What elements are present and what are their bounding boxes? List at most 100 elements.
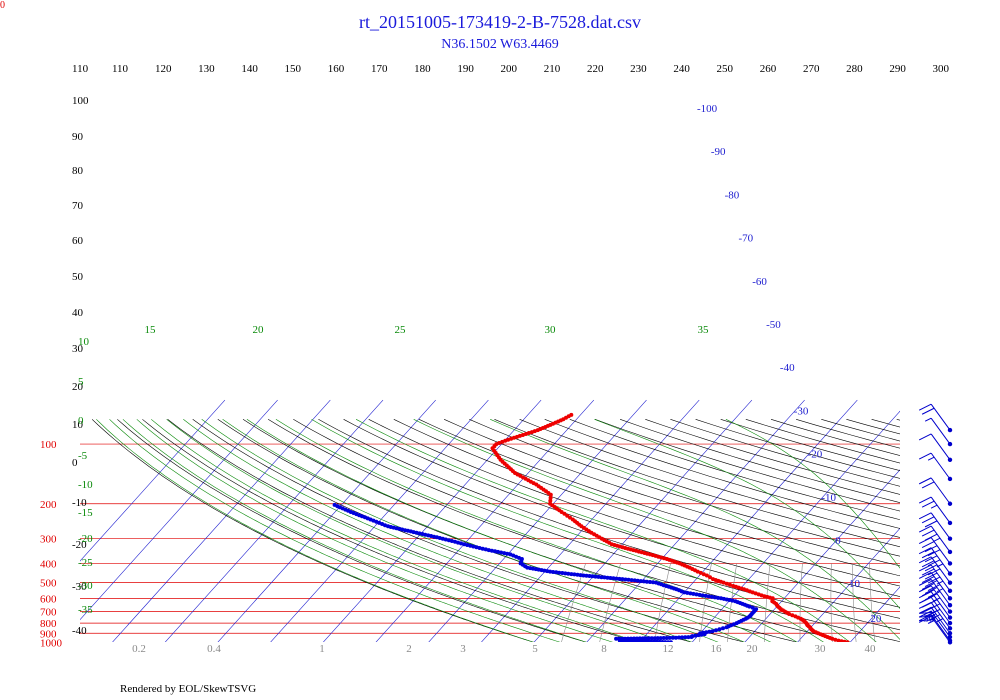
dewpoint-point: [648, 580, 652, 584]
dewpoint-point: [644, 579, 649, 584]
dewpoint-point: [386, 524, 390, 529]
pressure-tick-label: 800: [40, 618, 57, 630]
theta-top-label: 130: [198, 63, 215, 75]
dewpoint-point: [677, 635, 681, 640]
dewpoint-point: [717, 627, 722, 632]
theta-top-label: 170: [371, 63, 388, 75]
isotherm-label: -60: [752, 276, 767, 288]
dry-adiabat-left-label: 30: [72, 343, 84, 355]
temperature-point: [724, 581, 729, 586]
dewpoint-point: [667, 635, 672, 640]
isotherm-line: [80, 399, 226, 562]
dewpoint-point: [569, 572, 574, 577]
dewpoint-point: [459, 541, 463, 546]
wind-barb-full: [921, 407, 935, 415]
dry-adiabat-left-label: 80: [72, 165, 84, 177]
temperature-point: [500, 439, 505, 444]
mixing-ratio-label: 1: [319, 643, 325, 655]
wind-barb-half: [924, 417, 932, 422]
corner-label: 0: [0, 0, 5, 11]
dewpoint-point: [661, 636, 666, 640]
dewpoint-point: [646, 636, 651, 641]
wind-barb-full: [918, 512, 932, 520]
dewpoint-point: [505, 551, 510, 556]
wind-barb: [918, 403, 953, 433]
isotherm-label: -40: [780, 362, 795, 374]
theta-top-label: 200: [501, 63, 518, 75]
theta-top-label: 250: [717, 63, 734, 75]
dewpoint-point: [508, 552, 513, 557]
dewpoint-point: [620, 577, 625, 582]
mixing-ratio-label: 0.4: [207, 643, 221, 655]
dewpoint-point: [572, 572, 577, 577]
dewpoint-point: [634, 636, 639, 641]
wind-barb-staff: [930, 452, 951, 480]
temperature-point: [845, 640, 850, 642]
wind-barb: [918, 585, 953, 614]
dry-adiabat-line: [368, 419, 900, 597]
moist-adiabat-line: [594, 419, 900, 610]
wind-barb-full: [918, 403, 932, 411]
moist-adiabat-label: 20: [253, 324, 265, 336]
dry-adiabat-line: [720, 419, 900, 471]
mixing-ratio-label: 5: [532, 643, 538, 655]
wind-barb: [918, 614, 953, 643]
mixing-ratio-label: 20: [747, 643, 759, 655]
temperature-point: [704, 573, 709, 578]
dry-adiabat-left-label: 40: [72, 307, 84, 319]
dewpoint-point: [499, 550, 504, 555]
isotherm-line: [849, 586, 900, 642]
wind-barb-half: [929, 617, 937, 622]
temperature-point: [728, 582, 732, 587]
moist-adiabat-line: [490, 419, 900, 640]
moist-adiabat-line: [183, 419, 693, 642]
dry-adiabat-line: [519, 419, 900, 538]
dry-adiabat-line: [192, 419, 745, 642]
dry-adiabat-line: [142, 419, 640, 642]
dry-adiabat-left-label: 20: [72, 381, 84, 393]
wind-barb-full: [927, 614, 941, 622]
wind-barb-full: [924, 545, 938, 553]
isotherm-line: [586, 399, 805, 642]
mixing-ratio-label: 16: [711, 643, 723, 655]
dewpoint-point: [566, 571, 571, 576]
theta-top-label: 120: [155, 63, 172, 75]
dewpoint-point: [453, 539, 457, 544]
theta-top-label: 190: [457, 63, 474, 75]
dry-adiabat-line: [167, 419, 693, 642]
dewpoint-point: [714, 628, 718, 633]
dewpoint-point: [486, 548, 491, 553]
dewpoint-point: [489, 548, 494, 553]
wind-barb-half: [930, 504, 938, 509]
isotherm-label: 0: [835, 535, 841, 547]
theta-top-label: 210: [544, 63, 561, 75]
wind-barb: [918, 610, 953, 640]
footer-credit: Rendered by EOL/SkewTSVG: [120, 683, 257, 695]
dry-adiabat-line: [947, 419, 1000, 646]
moist-adiabat-line: [136, 419, 614, 642]
theta-top-label: 240: [673, 63, 690, 75]
wind-barb-full: [918, 525, 932, 533]
pressure-tick-label: 900: [40, 628, 57, 640]
mixing-ratio-line: [699, 563, 712, 642]
wind-barb: [918, 564, 953, 594]
theta-top-label: 220: [587, 63, 604, 75]
dewpoint-point: [578, 573, 583, 578]
isotherm-line: [322, 399, 542, 642]
dewpoint-point: [608, 576, 613, 580]
wind-barb-full: [921, 541, 935, 549]
wind-barb-full: [918, 547, 932, 555]
dry-adiabat-line: [972, 419, 1000, 646]
isotherm-line: [639, 399, 858, 642]
temperature-point: [548, 501, 553, 506]
dry-adiabat-line: [494, 419, 900, 548]
dry-adiabat-line: [569, 419, 900, 521]
dewpoint-point: [643, 636, 648, 641]
dewpoint-point: [496, 549, 500, 554]
wind-barb-full: [924, 520, 938, 528]
wind-barb-full: [918, 585, 932, 593]
moist-adiabat-label: -10: [78, 479, 93, 491]
wind-barb-staff: [930, 433, 951, 461]
wind-barb-full: [921, 529, 935, 537]
wind-barb-full: [921, 582, 935, 590]
